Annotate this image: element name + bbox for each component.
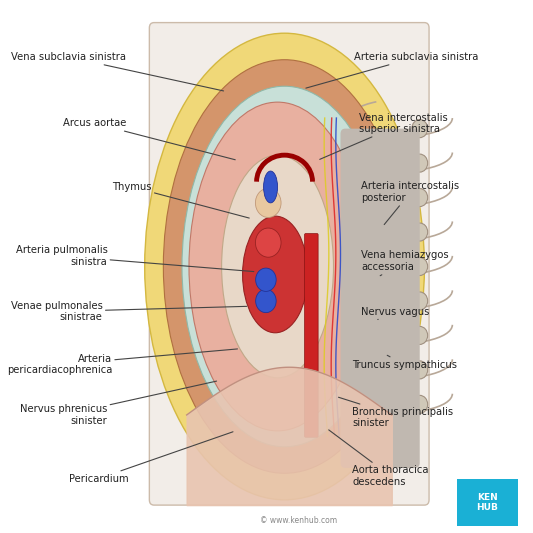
Circle shape: [412, 326, 427, 344]
Circle shape: [256, 289, 276, 313]
Circle shape: [412, 119, 427, 138]
Text: Nervus phrenicus
sinister: Nervus phrenicus sinister: [20, 381, 216, 426]
Text: Bronchus principalis
sinister: Bronchus principalis sinister: [338, 397, 453, 429]
FancyBboxPatch shape: [149, 22, 429, 505]
FancyBboxPatch shape: [457, 479, 518, 526]
Text: Thymus: Thymus: [112, 182, 249, 218]
Text: Arteria subclavia sinistra: Arteria subclavia sinistra: [306, 52, 479, 88]
Text: Nervus vagus: Nervus vagus: [361, 306, 430, 319]
Text: © www.kenhub.com: © www.kenhub.com: [260, 516, 337, 525]
Text: Venae pulmonales
sinistrae: Venae pulmonales sinistrae: [11, 301, 247, 322]
Text: Arteria pulmonalis
sinistra: Arteria pulmonalis sinistra: [15, 245, 254, 272]
Ellipse shape: [182, 86, 387, 447]
Text: Vena intercostalis
superior sinistra: Vena intercostalis superior sinistra: [320, 112, 448, 159]
FancyBboxPatch shape: [304, 233, 318, 437]
Circle shape: [412, 361, 427, 379]
Text: Pericardium: Pericardium: [69, 432, 233, 483]
Circle shape: [412, 189, 427, 207]
Text: KEN
HUB: KEN HUB: [477, 492, 498, 512]
Ellipse shape: [243, 216, 308, 333]
Text: Arcus aortae: Arcus aortae: [63, 118, 235, 160]
Ellipse shape: [255, 228, 281, 257]
Text: Vena hemiazygos
accessoria: Vena hemiazygos accessoria: [361, 251, 449, 276]
Circle shape: [412, 154, 427, 172]
Ellipse shape: [222, 155, 334, 378]
Text: Truncus sympathicus: Truncus sympathicus: [352, 356, 457, 369]
Text: Vena subclavia sinistra: Vena subclavia sinistra: [11, 52, 223, 91]
Text: Arteria
pericardiacophrenica: Arteria pericardiacophrenica: [7, 349, 238, 375]
Circle shape: [412, 292, 427, 310]
Circle shape: [412, 395, 427, 414]
Ellipse shape: [163, 60, 406, 473]
Circle shape: [412, 257, 427, 276]
Text: Aorta thoracica
descedens: Aorta thoracica descedens: [329, 430, 429, 487]
Circle shape: [412, 223, 427, 241]
Circle shape: [256, 268, 276, 292]
FancyBboxPatch shape: [341, 128, 419, 468]
Ellipse shape: [255, 188, 281, 217]
Text: Arteria intercostalis
posterior: Arteria intercostalis posterior: [361, 181, 459, 224]
Ellipse shape: [264, 171, 278, 203]
Ellipse shape: [189, 102, 366, 431]
Ellipse shape: [144, 33, 424, 500]
